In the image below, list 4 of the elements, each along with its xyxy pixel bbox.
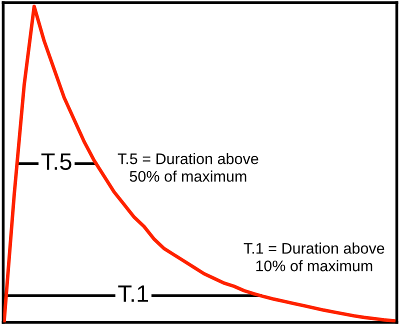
ref-line-label: T.1 [118, 286, 148, 302]
annotation: T.1 = Duration above 10% of maximum [244, 242, 384, 272]
annotation: T.5 = Duration above 50% of maximum [118, 152, 258, 182]
ref-line-label: T.5 [41, 153, 72, 170]
